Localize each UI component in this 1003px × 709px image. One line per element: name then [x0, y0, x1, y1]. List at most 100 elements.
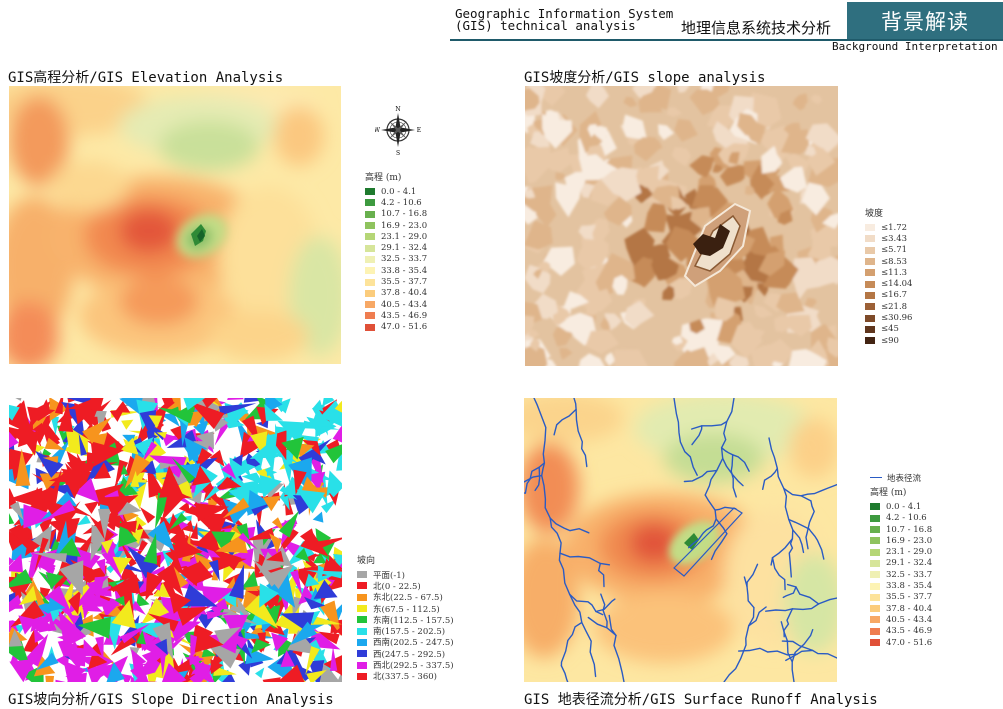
aspect-facet	[50, 416, 59, 436]
aspect-facet	[12, 425, 23, 443]
aspect-facet	[271, 632, 289, 652]
aspect-facet	[55, 679, 66, 682]
slope-patch	[662, 285, 675, 301]
legend-label: 东北(22.5 - 67.5)	[373, 593, 443, 604]
aspect-facet	[119, 398, 143, 415]
legend-item: 33.8 - 35.4	[365, 265, 427, 276]
slope-title: GIS坡度分析/GIS slope analysis	[524, 70, 766, 86]
legend-swatch	[357, 638, 367, 646]
legend-item: 4.2 - 10.6	[870, 513, 932, 524]
aspect-facet	[308, 660, 325, 682]
elevation-legend: 高程 (m) 0.0 - 4.1 4.2 - 10.6 10.7 - 16.8 16.…	[365, 170, 427, 333]
aspect-facet	[191, 465, 212, 486]
legend-swatch	[870, 559, 880, 567]
aspect-facet	[86, 452, 96, 480]
legend-swatch	[357, 582, 367, 590]
river-line	[691, 420, 728, 430]
slope-patch	[593, 125, 608, 142]
river-line	[743, 576, 755, 609]
legend-label: 南(157.5 - 202.5)	[373, 627, 446, 638]
legend-swatch	[365, 255, 375, 263]
aspect-facet	[281, 436, 304, 460]
slope-patch	[719, 165, 745, 187]
legend-item: ≤45	[865, 324, 912, 335]
aspect-facet	[169, 512, 188, 530]
legend-swatch	[865, 291, 875, 299]
legend-swatch	[365, 301, 375, 309]
compass-e: E	[417, 127, 421, 134]
river-line	[600, 593, 608, 629]
slope-patch	[807, 237, 831, 261]
aspect-facet	[218, 403, 257, 416]
legend-item: 西北(292.5 - 337.5)	[357, 659, 454, 671]
aspect-facet	[183, 398, 206, 411]
river-line	[770, 529, 794, 566]
legend-swatch	[365, 289, 375, 297]
aspect-facet	[161, 486, 186, 522]
aspect-facet	[228, 485, 256, 509]
legend-label: 东(67.5 - 112.5)	[373, 604, 440, 615]
header-en-line2: (GIS) technical analysis	[455, 18, 636, 33]
aspect-facet	[321, 413, 341, 432]
aspect-facet	[120, 541, 137, 567]
legend-label: 西(247.5 - 292.5)	[373, 649, 446, 660]
slope-patch	[811, 94, 823, 105]
slope-patch	[769, 234, 784, 256]
legend-item: 32.5 - 33.7	[365, 254, 427, 265]
legend-swatch	[870, 593, 880, 601]
slope-patch	[714, 297, 735, 322]
legend-swatch	[357, 672, 367, 680]
aspect-facet	[221, 462, 237, 480]
aspect-facet	[140, 507, 156, 524]
legend-swatch	[865, 337, 875, 345]
slope-patch	[525, 316, 535, 337]
slope-patch	[646, 86, 672, 110]
slope-patch	[576, 239, 601, 270]
legend-swatch	[365, 210, 375, 218]
legend-item: 47.0 - 51.6	[365, 322, 427, 333]
aspect-facet	[312, 511, 324, 523]
slope-patch	[779, 166, 807, 193]
aspect-facet	[131, 648, 147, 669]
river-line	[534, 466, 541, 492]
legend-item: ≤5.71	[865, 245, 912, 256]
legend-swatch	[870, 514, 880, 522]
legend-label: 40.5 - 43.4	[886, 614, 933, 625]
header-english-title: Geographic Information System (GIS) techn…	[455, 7, 673, 33]
river-line	[786, 583, 820, 605]
slope-patch	[563, 291, 589, 309]
river-line	[771, 557, 786, 591]
slope-patch	[666, 107, 682, 117]
legend-item: ≤30.96	[865, 312, 912, 323]
legend-swatch	[365, 267, 375, 275]
slope-patch	[623, 96, 638, 108]
aspect-facet	[59, 645, 90, 670]
slope-patch	[804, 145, 817, 157]
legend-label: 47.0 - 51.6	[381, 322, 428, 333]
river-line	[560, 621, 583, 667]
aspect-facet	[195, 503, 230, 522]
aspect-facet	[232, 548, 254, 568]
aspect-facet	[142, 633, 164, 659]
river-line	[805, 500, 815, 550]
aspect-facet	[238, 532, 258, 550]
slope-patch	[689, 89, 720, 116]
aspect-facet	[15, 398, 22, 401]
slope-patch	[728, 354, 750, 366]
aspect-facet	[313, 579, 338, 599]
compass-n: N	[395, 106, 400, 113]
aspect-facet	[120, 673, 132, 682]
runoff-legend-stream: 地表径流	[870, 472, 932, 484]
slope-patch	[525, 220, 553, 250]
aspect-facet	[178, 643, 214, 668]
legend-item: 47.0 - 51.6	[870, 637, 932, 648]
aspect-facet	[147, 521, 175, 551]
river-line	[720, 447, 750, 472]
legend-swatch	[365, 244, 375, 252]
slope-patch	[737, 112, 764, 136]
legend-swatch	[870, 548, 880, 556]
aspect-facet	[232, 454, 243, 467]
aspect-facet	[9, 450, 16, 468]
legend-label: 0.0 - 4.1	[381, 186, 417, 197]
legend-swatch	[365, 233, 375, 241]
